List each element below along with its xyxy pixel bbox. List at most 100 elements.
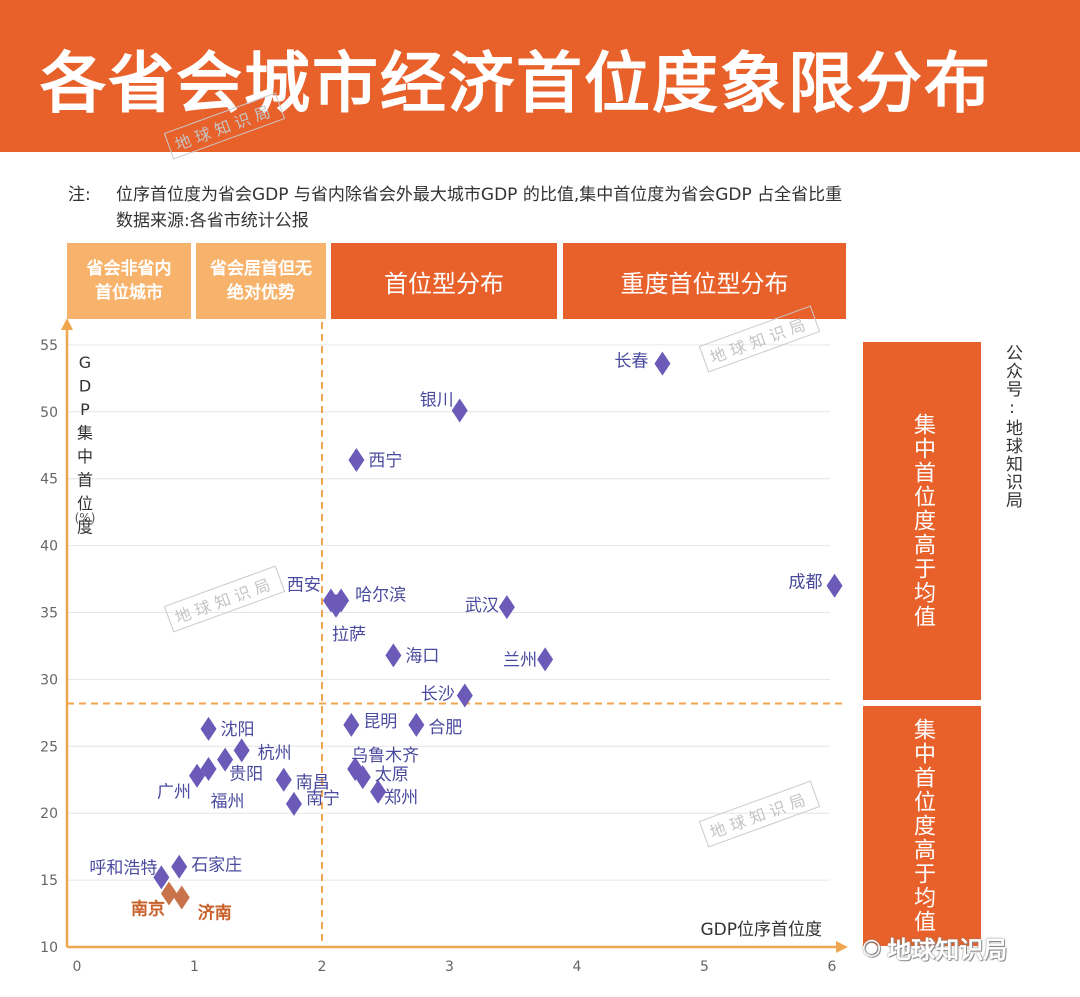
data-point-marker <box>451 398 468 423</box>
data-point-label: 西安 <box>287 575 321 595</box>
category-non-primate: 省会非省内首位城市 <box>67 243 191 319</box>
data-point-label: 南京 <box>131 898 165 919</box>
data-point-marker <box>370 779 387 804</box>
side-label-lower: 集中首位度高于均值 <box>863 706 981 946</box>
y-axis-label-char: 集 <box>77 424 93 443</box>
category-heavy-primate-label: 重度首位型分布 <box>620 269 789 298</box>
y-tick-label: 30 <box>40 672 58 688</box>
header-banner: 各省会城市经济首位度象限分布 <box>0 0 1080 152</box>
data-point-marker <box>217 747 234 772</box>
data-point-label: 哈尔滨 <box>355 585 406 605</box>
data-point-label: 广州 <box>157 783 191 803</box>
y-axis-label-char: P <box>80 400 90 419</box>
y-axis-label-char: 首 <box>77 471 93 490</box>
data-point-marker <box>173 885 190 910</box>
x-tick-label: 6 <box>828 959 837 975</box>
x-tick-label: 3 <box>445 959 454 975</box>
data-point-marker <box>171 854 188 879</box>
x-axis-label: GDP位序首位度 <box>700 920 822 940</box>
y-tick-label: 35 <box>40 606 58 622</box>
y-tick-label: 20 <box>40 806 58 822</box>
x-tick-label: 5 <box>700 959 709 975</box>
data-point-label: 石家庄 <box>191 856 242 876</box>
data-point-label: 贵阳 <box>229 765 263 785</box>
category-primate: 首位型分布 <box>331 243 557 319</box>
y-tick-label: 10 <box>40 940 58 956</box>
public-account-label: 公众号:地球知识局 <box>1002 344 1022 509</box>
data-point-label: 杭州 <box>258 743 292 763</box>
data-point-marker <box>233 738 250 763</box>
brand-text: 地球知识局 <box>887 936 1008 964</box>
category-leading-label: 省会居首但无绝对优势 <box>210 259 312 303</box>
data-point-marker <box>200 716 217 741</box>
x-tick-label: 1 <box>190 959 199 975</box>
data-point-label: 郑州 <box>384 788 418 808</box>
y-axis-label-char: 位 <box>77 494 93 513</box>
data-point-marker <box>275 767 292 792</box>
data-point-label: 银川 <box>420 390 454 410</box>
data-point-marker <box>348 447 365 472</box>
data-point-label: 太原 <box>375 765 409 785</box>
y-tick-label: 40 <box>40 539 58 555</box>
y-tick-label: 25 <box>40 739 58 755</box>
data-point-marker <box>654 351 671 376</box>
data-point-label: 南昌 <box>296 773 330 793</box>
y-axis-arrow <box>61 318 73 330</box>
y-tick-label: 15 <box>40 873 58 889</box>
note-label: 注: <box>68 185 91 205</box>
y-tick-label: 55 <box>40 338 58 354</box>
data-point-label: 武汉 <box>465 596 499 616</box>
data-point-label: 南宁 <box>306 789 340 809</box>
data-point-label: 海口 <box>405 646 439 666</box>
data-point-marker <box>826 573 843 598</box>
data-point-label: 合肥 <box>428 718 462 738</box>
data-point-label: 呼和浩特 <box>89 858 157 878</box>
data-point-marker <box>200 757 217 782</box>
data-point-marker <box>498 595 515 620</box>
side-label-upper-text: 集中首位度高于均值 <box>910 413 935 629</box>
data-point-label: 西宁 <box>368 451 402 471</box>
data-point-label: 沈阳 <box>221 720 255 740</box>
brand-watermark: ◉ 地球知识局 <box>862 930 1007 965</box>
data-point-label: 拉萨 <box>332 625 366 645</box>
y-axis-unit: (%) <box>75 511 96 525</box>
data-point-marker <box>328 593 345 618</box>
x-tick-label: 0 <box>73 959 82 975</box>
y-tick-label: 50 <box>40 405 58 421</box>
y-axis-label-char: 度 <box>77 518 93 537</box>
x-tick-label: 4 <box>573 959 582 975</box>
y-axis-label-char: D <box>79 377 91 396</box>
category-leading-no-advantage: 省会居首但无绝对优势 <box>196 243 326 319</box>
category-heavy-primate: 重度首位型分布 <box>563 243 846 319</box>
data-point-label: 福州 <box>211 792 245 812</box>
wechat-icon: ◉ <box>862 935 882 960</box>
data-point-marker <box>537 647 554 672</box>
category-non-primate-label: 省会非省内首位城市 <box>86 259 172 303</box>
data-point-label: 乌鲁木齐 <box>351 746 419 766</box>
data-point-label: 昆明 <box>363 712 397 732</box>
side-label-lower-text: 集中首位度高于均值 <box>910 718 935 934</box>
y-axis-label-char: 中 <box>77 447 93 466</box>
data-point-marker <box>285 791 302 816</box>
x-axis-arrow <box>836 941 848 953</box>
y-axis-label-char: G <box>79 353 91 372</box>
data-point-marker <box>161 881 177 906</box>
data-point-marker <box>385 643 402 668</box>
note-source: 数据来源:各省市统计公报 <box>116 211 309 231</box>
data-point-marker <box>456 683 473 708</box>
x-tick-label: 2 <box>318 959 327 975</box>
data-point-marker <box>153 865 170 890</box>
data-point-label: 长春 <box>614 352 648 372</box>
side-label-upper: 集中首位度高于均值 <box>863 342 981 700</box>
data-point-label: 长沙 <box>421 684 455 704</box>
data-point-label: 成都 <box>789 573 823 593</box>
category-primate-label: 首位型分布 <box>384 269 504 298</box>
data-point-label: 济南 <box>198 902 232 923</box>
page-title: 各省会城市经济首位度象限分布 <box>40 45 992 122</box>
data-point-marker <box>354 765 371 790</box>
data-point-marker <box>408 712 425 737</box>
y-tick-label: 45 <box>40 472 58 488</box>
data-point-label: 兰州 <box>503 650 537 670</box>
